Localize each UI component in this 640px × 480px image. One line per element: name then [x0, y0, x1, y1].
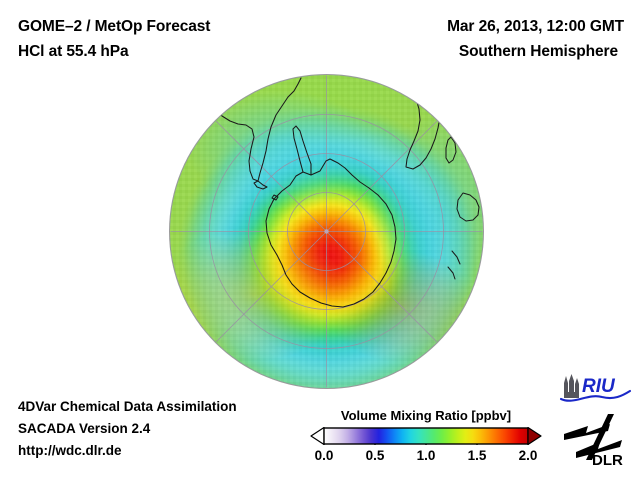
globe-disc: [170, 75, 483, 388]
globe-overlay-vectors: [170, 75, 483, 388]
colorbar: Volume Mixing Ratio [ppbv]: [310, 408, 542, 468]
colorbar-tick-labels: 0.0 0.5 1.0 1.5 2.0: [310, 448, 542, 468]
coastline-australia: [456, 192, 480, 222]
credit-method: 4DVar Chemical Data Assimilation: [18, 399, 237, 414]
coastline-south-america: [202, 77, 289, 182]
coastline-africa: [405, 95, 442, 170]
colorbar-under-cap: [310, 426, 325, 446]
coastline-new-zealand: [447, 250, 461, 280]
riu-wave-icon: [559, 389, 632, 402]
page-subtitle: HCl at 55.4 hPa: [18, 43, 129, 60]
colorbar-tick-3: 1.5: [467, 448, 487, 463]
coastline-madagascar: [445, 136, 457, 164]
coastline-south-america-east: [287, 77, 302, 98]
coastlines: [202, 77, 480, 308]
dlr-bird-icon: [564, 414, 622, 460]
credit-url: http://wdc.dlr.de: [18, 443, 122, 458]
colorbar-svg: [310, 426, 542, 448]
colorbar-tick-0: 0.0: [314, 448, 334, 463]
footer-credits: 4DVar Chemical Data Assimilation SACADA …: [18, 396, 318, 462]
dlr-logo-svg: DLR: [564, 414, 623, 469]
coastline-antarctic-peninsula: [292, 125, 312, 176]
page-title: GOME–2 / MetOp Forecast: [18, 18, 211, 35]
credit-version: SACADA Version 2.4: [18, 421, 151, 436]
hemisphere-label: Southern Hemisphere: [458, 43, 618, 60]
coastline-falklands: [271, 194, 279, 201]
coastline-tierra-del-fuego: [253, 180, 268, 190]
header-left: GOME–2 / MetOp Forecast HCl at 55.4 hPa: [18, 14, 348, 64]
graticule-meridians: [170, 75, 483, 388]
colorbar-bar: [310, 426, 542, 448]
south-pole-marker: [324, 229, 329, 234]
dlr-logo: DLR: [562, 412, 632, 469]
coastline-antarctica: [265, 158, 397, 308]
colorbar-title: Volume Mixing Ratio [ppbv]: [340, 408, 512, 423]
colorbar-tick-2: 1.0: [416, 448, 436, 463]
dlr-wordmark: DLR: [592, 452, 623, 468]
forecast-datetime: Mar 26, 2013, 12:00 GMT: [447, 18, 624, 35]
colorbar-tick-4: 2.0: [518, 448, 538, 463]
riu-logo: RIU: [558, 372, 632, 404]
colorbar-tick-1: 0.5: [365, 448, 385, 463]
colorbar-over-cap: [527, 426, 542, 446]
header-right: Mar 26, 2013, 12:00 GMT Southern Hemisph…: [324, 14, 624, 64]
riu-logo-svg: RIU: [559, 374, 632, 402]
globe-map: [170, 75, 483, 388]
colorbar-gradient: [324, 428, 528, 444]
riu-spires-icon: [564, 374, 579, 398]
riu-wordmark: RIU: [582, 376, 616, 397]
